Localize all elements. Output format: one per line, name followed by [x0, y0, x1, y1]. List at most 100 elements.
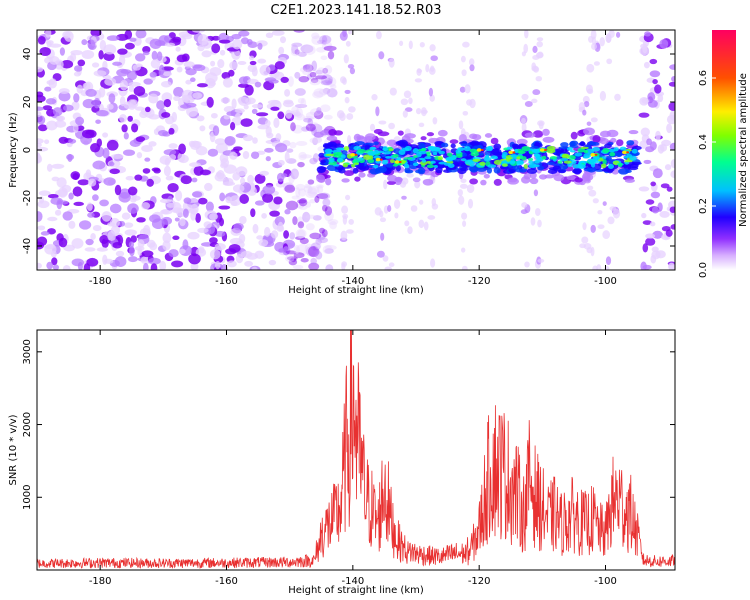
heatmap-cell [357, 157, 364, 161]
heatmap-cell [579, 141, 586, 147]
heatmap-cell [462, 220, 467, 227]
heatmap-cell [532, 45, 538, 54]
heatmap-cell [469, 64, 475, 72]
heatmap-cell [273, 196, 283, 205]
heatmap-cell [293, 252, 305, 259]
heatmap-cell [181, 89, 194, 101]
heatmap-cell [129, 37, 137, 42]
heatmap-cell [670, 159, 675, 169]
heatmap-cell [346, 113, 354, 120]
heatmap-cell [280, 76, 289, 84]
heatmap-cell [99, 199, 109, 207]
heatmap-cell [131, 123, 139, 133]
heatmap-cell [161, 66, 174, 71]
heatmap-cell [218, 205, 231, 210]
heatmap-cell [207, 148, 219, 157]
heatmap-cell [192, 141, 202, 149]
heatmap-cell [309, 123, 323, 133]
heatmap-cell [591, 36, 597, 46]
heatmap-cell [143, 78, 153, 85]
heatmap-cell [90, 30, 102, 37]
heatmap-cell [189, 162, 202, 168]
heatmap-cell [659, 210, 670, 218]
heatmap-cell [485, 146, 493, 152]
heatmap-cell [353, 162, 359, 165]
heatmap-cell [307, 118, 314, 126]
heatmap-cell [638, 112, 650, 118]
heatmap-cell [195, 146, 208, 156]
heatmap-cell [342, 77, 347, 85]
heatmap-cell [309, 71, 317, 78]
heatmap-cell [204, 182, 213, 192]
heatmap-cell [179, 218, 186, 227]
heatmap-cell [219, 192, 226, 202]
heatmap-cell [278, 46, 285, 55]
heatmap-cell [136, 217, 146, 223]
heatmap-cell [103, 177, 116, 186]
heatmap-cell [262, 185, 276, 195]
heatmap-cell [92, 160, 106, 170]
heatmap-cell [214, 260, 221, 270]
heatmap-cell [299, 237, 309, 245]
heatmap-cell [247, 174, 255, 184]
heatmap-cell [124, 229, 138, 236]
heatmap-cell [58, 91, 71, 102]
heatmap-cell [133, 86, 146, 97]
heatmap-cell [521, 122, 527, 133]
heatmap-cell [78, 220, 92, 230]
heatmap-cell [622, 150, 627, 155]
heatmap-cell [459, 167, 469, 172]
heatmap-cell [39, 46, 51, 57]
spectrogram-x-axis: -180 -160 -140 -120 -100 [89, 30, 617, 287]
heatmap-cell [655, 250, 666, 259]
heatmap-cell [229, 122, 236, 131]
heatmap-cell [226, 260, 237, 268]
colorbar-gradient [712, 30, 736, 270]
heatmap-cell [592, 198, 599, 204]
heatmap-cell [287, 76, 294, 87]
heatmap-cell [284, 184, 296, 193]
heatmap-cell [668, 102, 675, 111]
heatmap-cell [640, 261, 647, 270]
heatmap-cell [394, 160, 400, 164]
heatmap-cell [425, 64, 430, 73]
heatmap-cell [426, 132, 435, 137]
heatmap-cell [119, 113, 127, 123]
heatmap-cell [297, 199, 307, 204]
heatmap-cell [445, 166, 457, 171]
heatmap-cell [650, 254, 657, 264]
heatmap-cell [174, 217, 180, 222]
heatmap-cell [426, 164, 435, 169]
heatmap-cell [274, 61, 285, 70]
heatmap-cell [185, 68, 197, 76]
heatmap-cell [109, 203, 122, 214]
heatmap-cell [163, 165, 171, 177]
heatmap-cell [49, 43, 62, 48]
heatmap-cell [528, 160, 534, 164]
heatmap-cell [403, 90, 412, 99]
heatmap-cell [235, 253, 244, 264]
heatmap-cell [334, 151, 343, 155]
heatmap-cell [649, 141, 657, 151]
heatmap-cell [183, 61, 195, 68]
heatmap-cell [318, 232, 326, 240]
heatmap-cell [190, 262, 199, 270]
heatmap-cell [142, 51, 150, 56]
heatmap-cell [485, 154, 490, 159]
heatmap-cell [197, 34, 209, 46]
heatmap-cell [303, 117, 312, 123]
heatmap-cell [252, 223, 259, 234]
heatmap-cell [577, 164, 586, 169]
heatmap-cell [283, 230, 290, 239]
heatmap-cell [261, 213, 267, 219]
heatmap-cell [440, 142, 449, 148]
heatmap-cell [168, 127, 175, 135]
heatmap-cell [570, 131, 578, 140]
heatmap-cell [324, 210, 334, 222]
heatmap-cell [109, 217, 120, 228]
heatmap-cell [592, 134, 601, 143]
heatmap-cell [45, 40, 54, 45]
heatmap-cell [645, 233, 656, 239]
heatmap-cell [121, 124, 128, 133]
heatmap-cell [242, 134, 254, 142]
